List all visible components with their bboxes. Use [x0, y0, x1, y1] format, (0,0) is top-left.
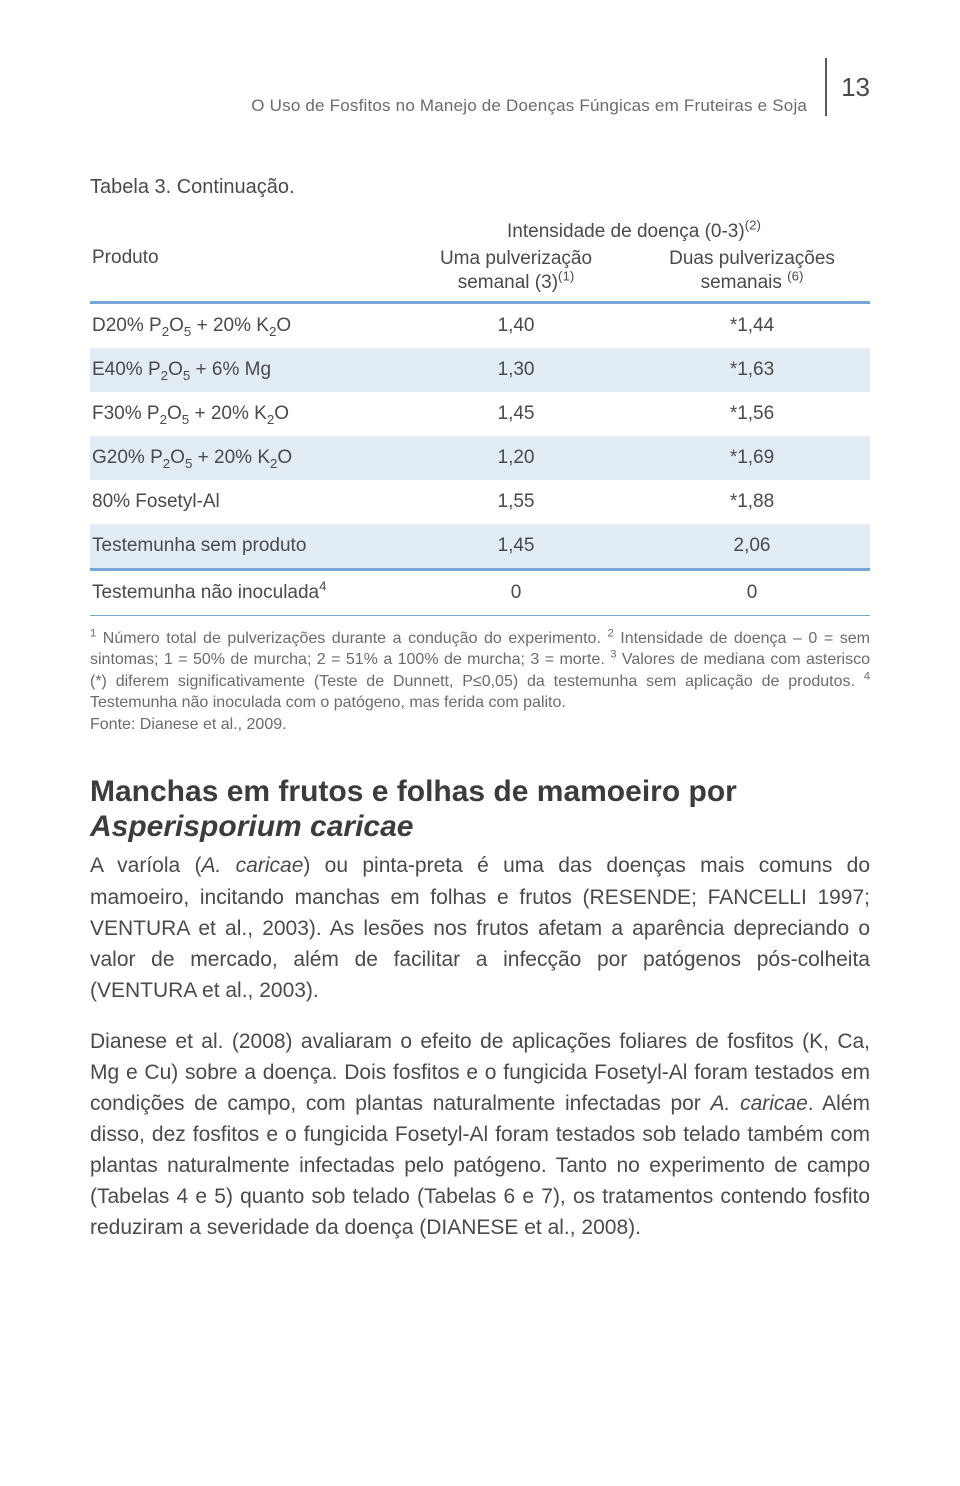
cell-product: Testemunha não inoculada4	[90, 582, 398, 604]
side-rule	[825, 58, 827, 116]
section-heading: Manchas em frutos e folhas de mamoeiro p…	[90, 775, 870, 844]
table-body: D20% P2O5 + 20% K2O1,40*1,44E40% P2O5 + …	[90, 304, 870, 616]
cell-v1: 1,20	[398, 447, 634, 469]
cell-v1: 1,40	[398, 315, 634, 337]
table-row: 80% Fosetyl-Al1,55*1,88	[90, 480, 870, 524]
cell-v1: 1,45	[398, 403, 634, 425]
th-sub-row: Uma pulverização semanal (3)(1) Duas pul…	[398, 247, 870, 295]
cell-product: D20% P2O5 + 20% K2O	[90, 315, 398, 337]
th-col2-sup: (6)	[787, 268, 803, 283]
page: O Uso de Fosfitos no Manejo de Doenças F…	[0, 0, 960, 1333]
running-head-row: O Uso de Fosfitos no Manejo de Doenças F…	[90, 58, 870, 116]
table-header: Produto Intensidade de doença (0-3)(2) U…	[90, 221, 870, 304]
th-col2-line1: Duas pulverizações	[669, 248, 835, 269]
cell-product: G20% P2O5 + 20% K2O	[90, 447, 398, 469]
cell-v2: *1,88	[634, 491, 870, 513]
paragraph-1: A varíola (A. caricae) ou pinta-preta é …	[90, 850, 870, 1005]
cell-v1: 1,45	[398, 535, 634, 557]
table-row: D20% P2O5 + 20% K2O1,40*1,44	[90, 304, 870, 348]
th-col1-line1: Uma pulverização	[440, 248, 592, 269]
table-row: Testemunha não inoculada400	[90, 571, 870, 616]
table-caption: Tabela 3. Continuação.	[90, 176, 870, 199]
table-row: Testemunha sem produto1,452,06	[90, 524, 870, 571]
cell-v2: *1,44	[634, 315, 870, 337]
cell-v2: *1,63	[634, 359, 870, 381]
th-group: Intensidade de doença (0-3)(2)	[398, 221, 870, 243]
th-col2: Duas pulverizações semanais (6)	[634, 247, 870, 295]
cell-product: Testemunha sem produto	[90, 535, 398, 557]
cell-v1: 1,30	[398, 359, 634, 381]
table-row: E40% P2O5 + 6% Mg1,30*1,63	[90, 348, 870, 392]
th-group-text: Intensidade de doença (0-3)	[507, 221, 745, 242]
table-note-body: 1 Número total de pulverizações durante …	[90, 630, 870, 712]
cell-v2: *1,69	[634, 447, 870, 469]
th-col1: Uma pulverização semanal (3)(1)	[398, 247, 634, 295]
page-number: 13	[841, 72, 870, 103]
cell-v2: 2,06	[634, 535, 870, 557]
cell-product: E40% P2O5 + 6% Mg	[90, 359, 398, 381]
table: Produto Intensidade de doença (0-3)(2) U…	[90, 221, 870, 616]
table-row: G20% P2O5 + 20% K2O1,20*1,69	[90, 436, 870, 480]
cell-product: F30% P2O5 + 20% K2O	[90, 403, 398, 425]
th-product: Produto	[90, 247, 398, 269]
th-col1-line2: semanal (3)	[458, 272, 558, 293]
section-heading-line1: Manchas em frutos e folhas de mamoeiro p…	[90, 775, 737, 808]
th-group-sup: (2)	[745, 218, 761, 233]
th-col1-sup: (1)	[558, 268, 574, 283]
cell-v1: 0	[398, 582, 634, 604]
cell-product: 80% Fosetyl-Al	[90, 491, 398, 513]
cell-v2: 0	[634, 582, 870, 604]
cell-v2: *1,56	[634, 403, 870, 425]
table-note: 1 Número total de pulverizações durante …	[90, 628, 870, 736]
section-heading-line2: Asperisporium caricae	[90, 810, 413, 843]
th-col2-line2: semanais	[701, 272, 788, 293]
th-right-group: Intensidade de doença (0-3)(2) Uma pulve…	[398, 221, 870, 295]
paragraph-2: Dianese et al. (2008) avaliaram o efeito…	[90, 1026, 870, 1244]
table-row: F30% P2O5 + 20% K2O1,45*1,56	[90, 392, 870, 436]
running-head: O Uso de Fosfitos no Manejo de Doenças F…	[251, 96, 807, 116]
table-note-source: Fonte: Dianese et al., 2009.	[90, 714, 870, 736]
cell-v1: 1,55	[398, 491, 634, 513]
